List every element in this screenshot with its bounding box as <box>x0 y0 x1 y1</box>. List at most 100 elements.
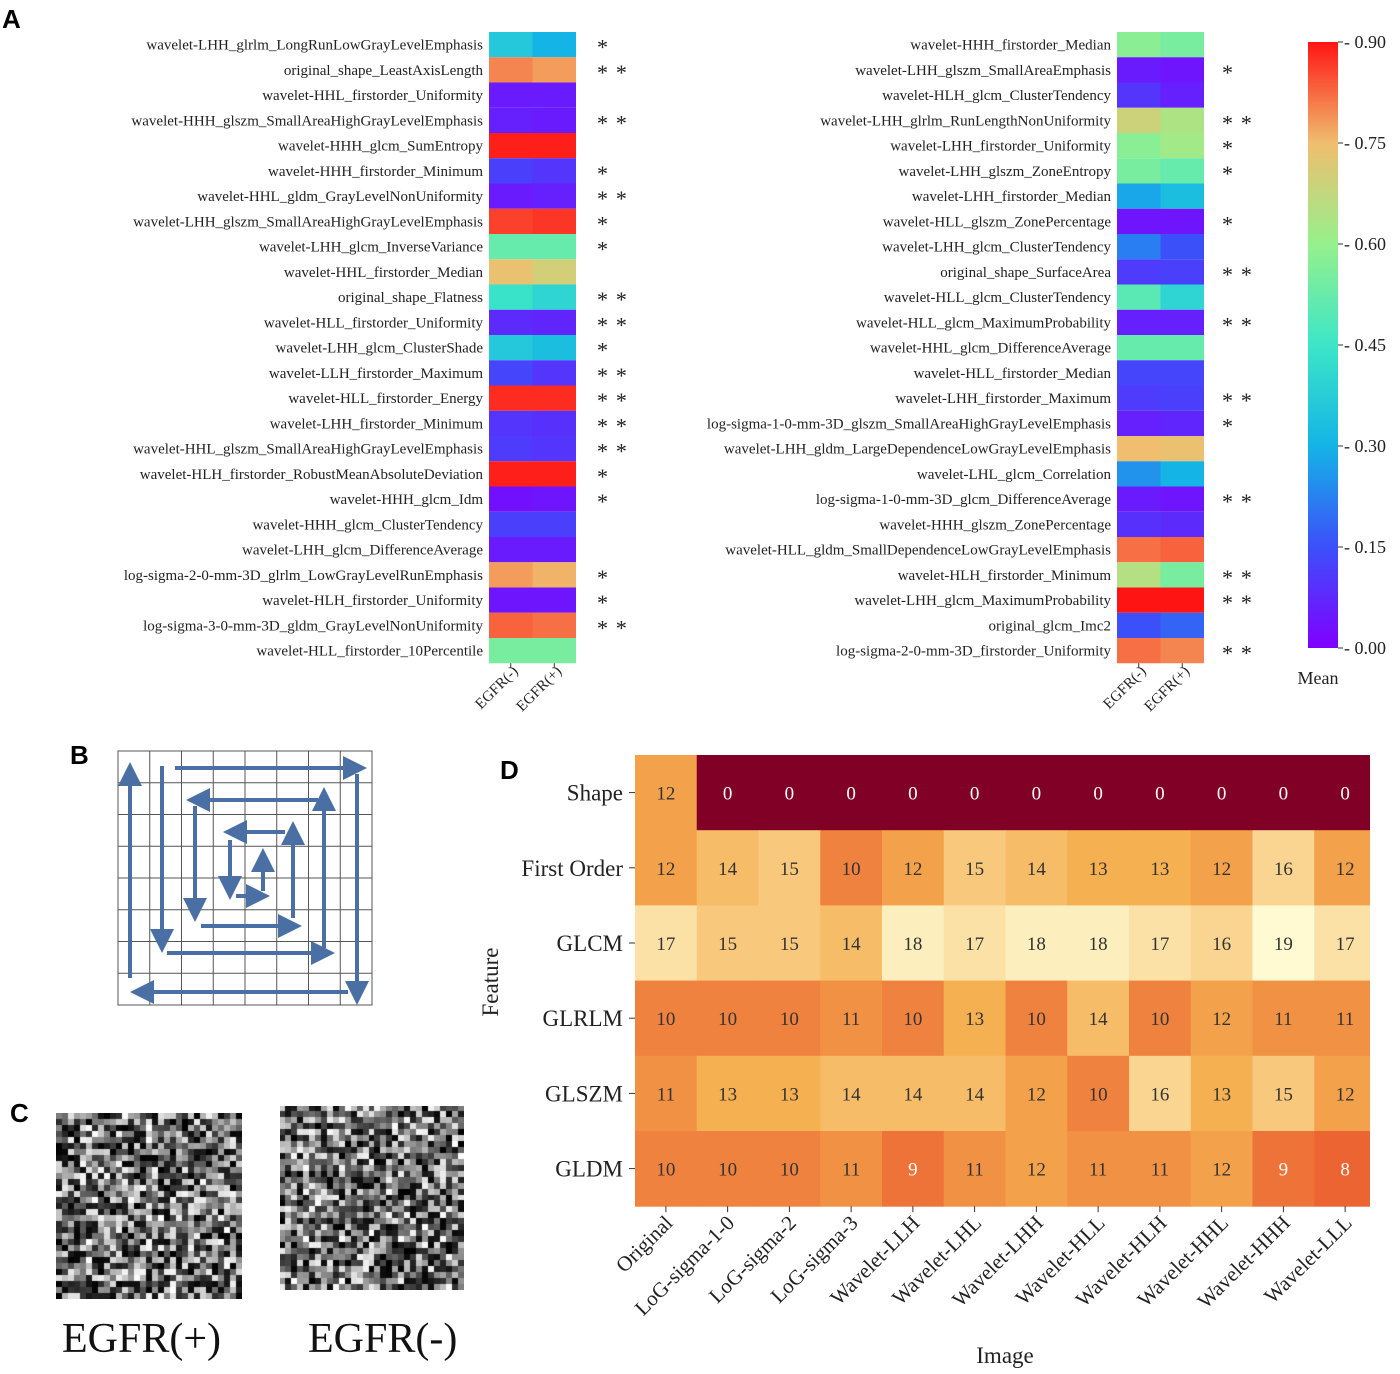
row-label: wavelet-LLH_firstorder_Maximum <box>269 366 483 382</box>
cell-value: 0 <box>723 784 733 805</box>
significance-mark: * <box>597 161 611 186</box>
heatmap-cell <box>1160 259 1204 285</box>
cell-value: 0 <box>1093 784 1103 805</box>
cell-value: 11 <box>1151 1160 1169 1181</box>
significance-mark: * <box>597 565 611 590</box>
heatmap-cell <box>532 208 576 234</box>
row-label: wavelet-LHH_glcm_DifferenceAverage <box>242 543 483 559</box>
heatmap-cell <box>1160 107 1204 133</box>
cell-value: 13 <box>965 1009 984 1030</box>
heatmap-cell <box>635 980 698 1057</box>
cell-value: 18 <box>903 934 922 955</box>
cell-value: 13 <box>1150 859 1169 880</box>
heatmap-cell <box>1117 486 1161 512</box>
significance-mark: * * <box>597 60 630 85</box>
significance-mark: * * <box>597 439 630 464</box>
heatmap-cell <box>489 259 533 285</box>
egfr-negative-texture <box>280 1106 464 1290</box>
row-label: original_shape_LeastAxisLength <box>284 63 484 79</box>
cell-value: 10 <box>903 1009 922 1030</box>
significance-mark: * * <box>1222 565 1255 590</box>
significance-mark: * <box>597 35 611 60</box>
cell-value: 13 <box>1212 1084 1231 1105</box>
cell-value: 0 <box>1155 784 1165 805</box>
significance-mark: * * <box>597 615 630 640</box>
heatmap-cell <box>1117 183 1161 209</box>
feature-row-label: GLSZM <box>545 1081 623 1106</box>
row-label: wavelet-LHH_firstorder_Minimum <box>270 416 484 432</box>
heatmap-cell <box>1160 486 1204 512</box>
heatmap-cell <box>1117 385 1161 411</box>
heatmap-cell <box>1314 755 1370 831</box>
heatmap-cell <box>1190 905 1253 982</box>
heatmap-cell <box>532 511 576 537</box>
heatmap-cell <box>758 905 821 982</box>
heatmap-cell <box>532 234 576 260</box>
heatmap-cell <box>1160 638 1204 664</box>
row-label: original_glcm_Imc2 <box>989 618 1111 634</box>
cell-value: 10 <box>1027 1009 1046 1030</box>
row-label: wavelet-LHH_gldm_LargeDependenceLowGrayL… <box>724 442 1111 458</box>
spiral-scan-diagram <box>117 750 373 1006</box>
cell-value: 13 <box>1089 859 1108 880</box>
row-label: wavelet-HLL_firstorder_10Percentile <box>256 644 483 660</box>
row-label: log-sigma-1-0-mm-3D_glszm_SmallAreaHighG… <box>707 416 1111 432</box>
heatmap-cell <box>943 830 1006 906</box>
significance-mark: * * <box>597 312 630 337</box>
heatmap-cell <box>532 461 576 487</box>
heatmap-cell <box>758 980 821 1057</box>
heatmap-cell <box>1067 980 1130 1057</box>
heatmap-cell <box>489 511 533 537</box>
heatmap-cell <box>820 1131 883 1207</box>
row-label: wavelet-HLL_firstorder_Energy <box>288 391 483 407</box>
cell-value: 12 <box>1027 1084 1046 1105</box>
cell-value: 17 <box>965 934 984 955</box>
heatmap-cell <box>820 830 883 906</box>
row-label: wavelet-HHL_glszm_SmallAreaHighGrayLevel… <box>133 442 483 458</box>
heatmap-cell <box>1314 1131 1370 1207</box>
heatmap-d: Shape 12 0 0 0 0 0 0 0 0 0 0 0 First Order 12 14 15 10 12 1… <box>478 755 1370 1368</box>
heatmap-cell <box>489 309 533 335</box>
heatmap-a-right: wavelet-HHH_firstorder_Median wavelet-LHH… <box>707 32 1255 715</box>
heatmap-cell <box>882 1055 945 1132</box>
heatmap-cell <box>1129 1055 1192 1132</box>
heatmap-cell <box>882 830 945 906</box>
cell-value: 13 <box>718 1084 737 1105</box>
row-label: wavelet-LHL_glcm_Correlation <box>917 467 1112 483</box>
column-label: EGFR(+) <box>514 664 565 715</box>
heatmap-cell <box>882 755 945 831</box>
heatmap-cell <box>532 57 576 83</box>
heatmap-cell <box>758 830 821 906</box>
heatmap-cell <box>1067 755 1130 831</box>
heatmap-cell <box>1005 755 1068 831</box>
heatmap-cell <box>696 905 759 982</box>
y-axis-label: Feature <box>478 948 503 1017</box>
heatmap-cell <box>489 57 533 83</box>
row-label: wavelet-LHH_firstorder_Uniformity <box>890 139 1111 155</box>
heatmap-cell <box>532 309 576 335</box>
colorbar-label: Mean <box>1298 668 1339 688</box>
cell-value: 10 <box>780 1009 799 1030</box>
heatmap-cell <box>820 1055 883 1132</box>
cell-value: 15 <box>780 859 799 880</box>
heatmap-cell <box>1117 360 1161 386</box>
row-label: original_shape_SurfaceArea <box>940 265 1111 281</box>
heatmap-cell <box>943 980 1006 1057</box>
heatmap-cell <box>1117 32 1161 58</box>
cell-value: 10 <box>656 1160 675 1181</box>
heatmap-cell <box>943 1131 1006 1207</box>
heatmap-cell <box>1190 830 1253 906</box>
feature-row-label: GLRLM <box>543 1006 624 1031</box>
significance-mark: * * <box>597 388 630 413</box>
heatmap-cell <box>489 107 533 133</box>
heatmap-cell <box>1117 461 1161 487</box>
feature-row-label: GLDM <box>555 1157 623 1182</box>
heatmap-cell <box>820 905 883 982</box>
cell-value: 14 <box>1089 1009 1109 1030</box>
cell-value: 12 <box>903 859 922 880</box>
heatmap-cell <box>489 335 533 361</box>
heatmap-cell <box>635 1055 698 1132</box>
heatmap-cell <box>532 107 576 133</box>
heatmap-cell <box>532 436 576 462</box>
cell-value: 11 <box>1089 1160 1107 1181</box>
